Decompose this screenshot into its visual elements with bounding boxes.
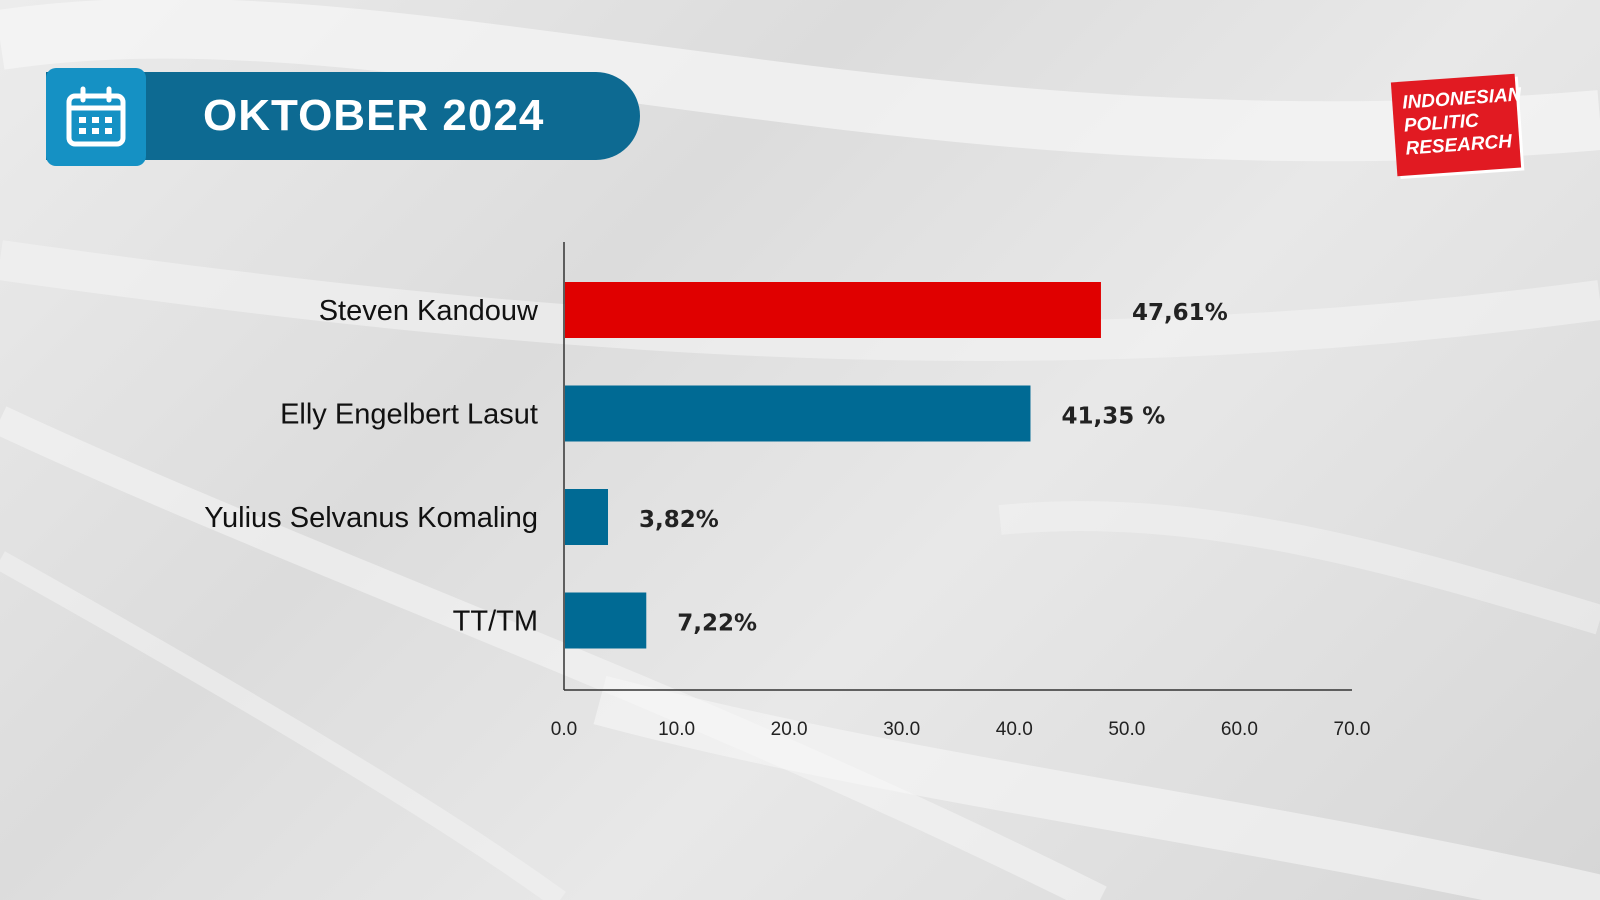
bar: [565, 489, 609, 545]
value-label: 47,61%: [1132, 300, 1228, 326]
category-label: Yulius Selvanus Komaling: [204, 502, 538, 534]
page-title: OKTOBER 2024: [203, 91, 545, 140]
x-tick-label: 30.0: [883, 719, 920, 740]
category-label: TT/TM: [453, 606, 538, 638]
bar: [565, 282, 1101, 338]
x-tick-label: 0.0: [551, 719, 577, 740]
bar: [565, 385, 1031, 442]
calendar-icon-box: [46, 68, 146, 166]
x-tick-label: 70.0: [1334, 719, 1371, 740]
x-tick-label: 20.0: [771, 719, 808, 740]
x-tick-label: 50.0: [1108, 719, 1145, 740]
calendar-icon: [66, 86, 126, 147]
x-tick-label: 60.0: [1221, 719, 1258, 740]
x-tick-label: 40.0: [996, 719, 1033, 740]
value-label: 3,82%: [639, 507, 719, 533]
value-label: 41,35 %: [1061, 404, 1165, 430]
value-label: 7,22%: [677, 611, 757, 637]
bar: [565, 592, 647, 649]
x-tick-label: 10.0: [658, 719, 695, 740]
category-label: Steven Kandouw: [319, 295, 539, 327]
category-label: Elly Engelbert Lasut: [280, 399, 538, 431]
